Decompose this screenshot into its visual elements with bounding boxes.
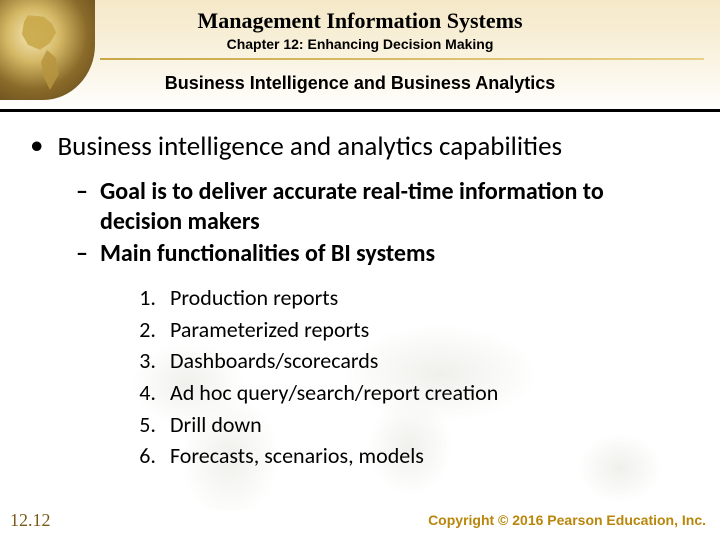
item-text: Ad hoc query/search/report creation [170, 378, 498, 408]
list-item: 5. Drill down [122, 410, 690, 440]
sub-bullet: – Main functionalities of BI systems [76, 239, 690, 269]
slide-number: 12.12 [10, 510, 51, 531]
sub-bullet-list: – Goal is to deliver accurate real-time … [76, 177, 690, 269]
list-item: 4. Ad hoc query/search/report creation [122, 378, 690, 408]
item-number: 6. [122, 441, 156, 471]
sub-bullet-text: Main functionalities of BI systems [100, 239, 435, 269]
copyright-text: Copyright © 2016 Pearson Education, Inc. [428, 512, 706, 528]
chapter-title: Chapter 12: Enhancing Decision Making [0, 36, 720, 52]
list-item: 2. Parameterized reports [122, 315, 690, 345]
numbered-list: 1. Production reports 2. Parameterized rep… [122, 283, 690, 471]
item-number: 5. [122, 410, 156, 440]
course-title: Management Information Systems [0, 0, 720, 34]
black-divider [0, 109, 720, 112]
gold-divider [100, 58, 704, 60]
bullet-dot-icon: • [30, 130, 43, 162]
main-bullet: • Business intelligence and analytics ca… [30, 130, 690, 163]
section-subtitle: Business Intelligence and Business Analy… [0, 73, 720, 94]
slide-header: Management Information Systems Chapter 1… [0, 0, 720, 112]
item-number: 1. [122, 283, 156, 313]
slide-footer: 12.12 Copyright © 2016 Pearson Education… [0, 504, 720, 540]
item-text: Production reports [170, 283, 338, 313]
item-text: Drill down [170, 410, 262, 440]
item-text: Dashboards/scorecards [170, 346, 378, 376]
sub-bullet: – Goal is to deliver accurate real-time … [76, 177, 690, 237]
sub-bullet-text: Goal is to deliver accurate real-time in… [100, 177, 690, 237]
list-item: 6. Forecasts, scenarios, models [122, 441, 690, 471]
item-text: Parameterized reports [170, 315, 369, 345]
item-number: 3. [122, 346, 156, 376]
main-bullet-text: Business intelligence and analytics capa… [57, 130, 562, 163]
item-number: 4. [122, 378, 156, 408]
item-number: 2. [122, 315, 156, 345]
slide-content: • Business intelligence and analytics ca… [30, 130, 690, 473]
list-item: 3. Dashboards/scorecards [122, 346, 690, 376]
dash-icon: – [76, 177, 88, 237]
item-text: Forecasts, scenarios, models [170, 441, 424, 471]
list-item: 1. Production reports [122, 283, 690, 313]
dash-icon: – [76, 239, 88, 269]
